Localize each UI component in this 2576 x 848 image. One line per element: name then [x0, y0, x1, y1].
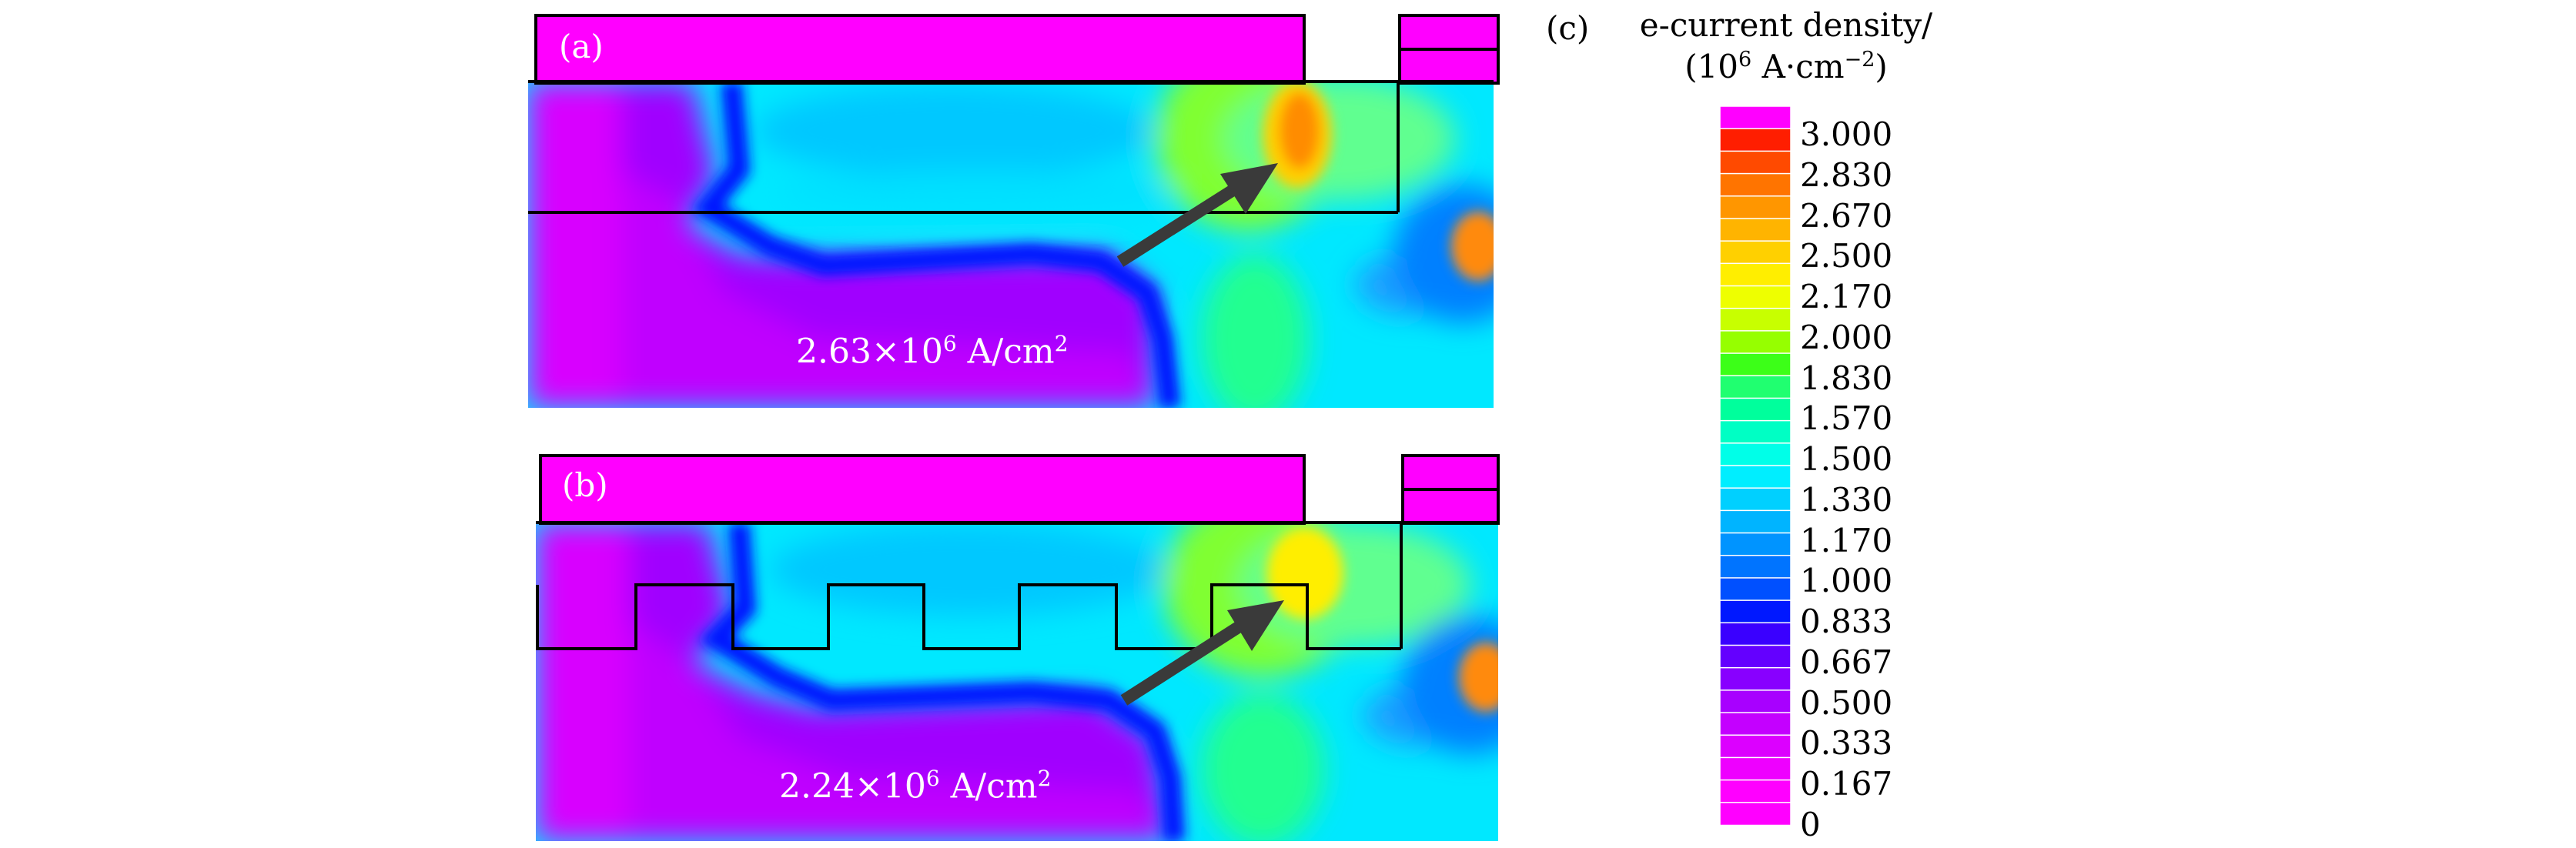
colorbar-swatch: [1719, 240, 1791, 265]
colorbar-swatch: [1719, 689, 1791, 714]
colorbar-swatch: [1719, 128, 1791, 152]
colorbar-swatch: [1719, 802, 1791, 826]
colorbar-swatch: [1719, 330, 1791, 355]
colorbar-tick-label: 0.667: [1800, 643, 1893, 681]
panel-b-label: (b): [562, 466, 608, 504]
colorbar-swatch: [1719, 779, 1791, 804]
colorbar-tick-label: 0: [1800, 806, 1821, 843]
colorbar-swatch: [1719, 487, 1791, 512]
colorbar-title-line1: e-current density/: [1639, 6, 1933, 44]
colorbar-swatch: [1719, 577, 1791, 602]
colorbar-swatch: [1719, 756, 1791, 781]
colorbar-tick-label: 3.000: [1800, 115, 1893, 153]
colorbar-swatch: [1719, 465, 1791, 489]
panel-a-label: (a): [559, 28, 604, 65]
panel-b-field: [536, 522, 1498, 841]
colorbar-swatch: [1719, 105, 1791, 130]
colorbar-swatch: [1719, 195, 1791, 220]
colorbar-swatch: [1719, 555, 1791, 579]
panel-b-peak-value: 2.24×106 A/cm2: [779, 766, 1052, 806]
colorbar-tick-label: 0.833: [1800, 603, 1893, 641]
colorbar-title-line2: (106 A·cm−2): [1684, 48, 1888, 85]
colorbar-swatch: [1719, 285, 1791, 309]
panel-b: [536, 454, 1500, 841]
colorbar-swatch: [1719, 509, 1791, 534]
colorbar-tick-label: 1.170: [1800, 521, 1893, 559]
colorbar-swatch: [1719, 599, 1791, 624]
panel-b-structure-lines: [536, 521, 1498, 650]
colorbar-tick-label: 2.500: [1800, 237, 1893, 275]
colorbar-tick-label: 1.000: [1800, 562, 1893, 600]
colorbar-swatch: [1719, 352, 1791, 377]
panel-b-arrow: [1120, 600, 1284, 706]
panel-a-peak-value: 2.63×106 A/cm2: [796, 331, 1069, 372]
colorbar-tick-label: 1.570: [1800, 399, 1893, 438]
colorbar-tick-label: 2.830: [1800, 155, 1893, 194]
colorbar-tick-label: 2.170: [1800, 278, 1893, 316]
colorbar-swatch: [1719, 666, 1791, 692]
colorbar-tick-label: 2.000: [1800, 318, 1893, 356]
colorbar-swatch: [1719, 218, 1791, 242]
panel-c-label: (c): [1546, 9, 1590, 47]
colorbar-swatch: [1719, 442, 1791, 467]
colorbar-swatch: [1719, 262, 1791, 287]
colorbar-swatch: [1719, 307, 1791, 332]
panel-a-electrode: [534, 14, 1500, 85]
panel-a: [528, 14, 1500, 408]
colorbar-tick-label: 0.500: [1800, 683, 1893, 722]
colorbar-swatch: [1719, 644, 1791, 669]
colorbar-swatch: [1719, 712, 1791, 736]
colorbar-swatch: [1719, 532, 1791, 556]
colorbar-tick-label: 1.330: [1800, 480, 1893, 519]
colorbar-swatch: [1719, 397, 1791, 422]
colorbar-tick-label: 2.670: [1800, 196, 1893, 235]
panel-a-structure-lines: [528, 80, 1494, 214]
colorbar-swatch: [1719, 172, 1791, 197]
colorbar: [1719, 105, 1791, 826]
colorbar-tick-label: 1.830: [1800, 359, 1893, 397]
colorbar-swatch: [1719, 622, 1791, 646]
colorbar-swatch: [1719, 375, 1791, 399]
panel-b-electrode: [539, 454, 1500, 525]
colorbar-swatch: [1719, 419, 1791, 445]
colorbar-tick-label: 0.333: [1800, 724, 1893, 763]
panel-a-arrow: [1116, 163, 1278, 267]
colorbar-tick-label: 1.500: [1800, 440, 1893, 479]
colorbar-tick-label: 0.167: [1800, 765, 1893, 803]
colorbar-swatch: [1719, 150, 1791, 175]
colorbar-swatch: [1719, 734, 1791, 759]
